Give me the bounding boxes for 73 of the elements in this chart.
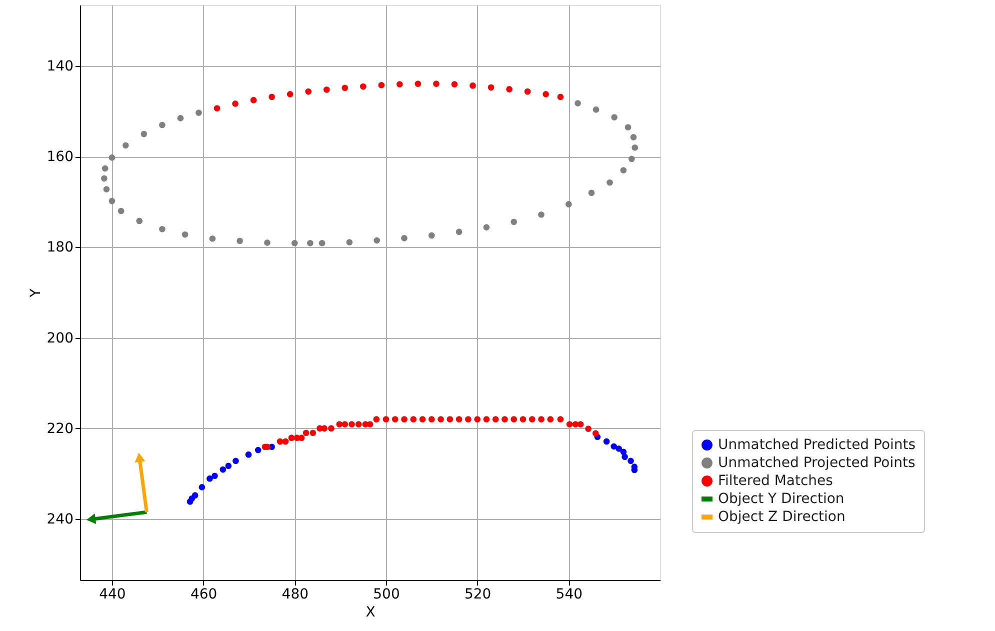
point: [510, 218, 518, 226]
point: [122, 142, 129, 149]
point: [483, 224, 490, 230]
point: [212, 472, 218, 480]
point: [220, 466, 226, 473]
point: [428, 232, 435, 239]
legend-label: Unmatched Projected Points: [718, 455, 916, 471]
point: [616, 446, 622, 452]
point: [307, 240, 314, 246]
point: [182, 231, 188, 238]
point: [401, 235, 408, 242]
point: [159, 122, 166, 128]
point: [603, 438, 610, 445]
point: [101, 175, 108, 182]
point: [318, 240, 326, 246]
y-tick-label: 160: [46, 149, 74, 166]
y-axis-title: Y: [28, 288, 44, 298]
point: [592, 106, 600, 113]
point: [346, 239, 353, 246]
x-tick-label: 500: [373, 586, 400, 602]
point: [118, 208, 124, 214]
point: [624, 124, 632, 130]
point: [192, 492, 198, 498]
point: [632, 144, 638, 151]
point: [456, 228, 462, 235]
point: [108, 198, 116, 204]
point: [538, 211, 544, 218]
point: [198, 484, 206, 490]
y-tick-label: 140: [46, 58, 74, 75]
point: [610, 443, 618, 450]
x-tick-label: 520: [464, 586, 492, 602]
point: [206, 475, 213, 482]
point: [232, 458, 239, 464]
point: [177, 115, 184, 122]
legend-label: Object Z Direction: [718, 509, 846, 525]
y-tick-label: 180: [46, 240, 74, 256]
point: [588, 190, 595, 196]
point: [620, 167, 627, 174]
point: [628, 156, 635, 162]
point: [236, 238, 244, 244]
legend-label: Unmatched Predicted Points: [718, 437, 916, 453]
point: [630, 134, 637, 140]
point: [254, 446, 262, 454]
point: [140, 130, 148, 138]
point: [574, 100, 581, 106]
point: [103, 186, 110, 192]
point: [102, 165, 108, 172]
y-tick-label: 200: [46, 330, 74, 346]
legend-label: Filtered Matches: [718, 473, 833, 489]
point: [291, 240, 298, 246]
point: [628, 458, 634, 464]
legend-label: Object Y Direction: [718, 491, 844, 507]
point: [245, 451, 252, 458]
point: [620, 448, 627, 456]
point: [136, 218, 143, 224]
point: [606, 179, 613, 186]
point: [611, 114, 618, 120]
x-tick-label: 460: [190, 586, 218, 602]
point: [264, 240, 270, 246]
x-tick-label: 480: [282, 586, 309, 602]
point: [209, 235, 216, 242]
point: [196, 110, 202, 116]
x-tick-label: 540: [556, 586, 583, 602]
y-tick-label: 240: [46, 511, 74, 528]
point: [622, 454, 628, 460]
point: [159, 226, 166, 232]
y-tick-label: 220: [46, 420, 74, 437]
point: [225, 462, 232, 470]
point: [374, 237, 380, 244]
x-tick-label: 440: [99, 586, 126, 602]
point: [566, 201, 572, 208]
point: [108, 154, 116, 161]
x-axis-title: X: [366, 604, 376, 620]
